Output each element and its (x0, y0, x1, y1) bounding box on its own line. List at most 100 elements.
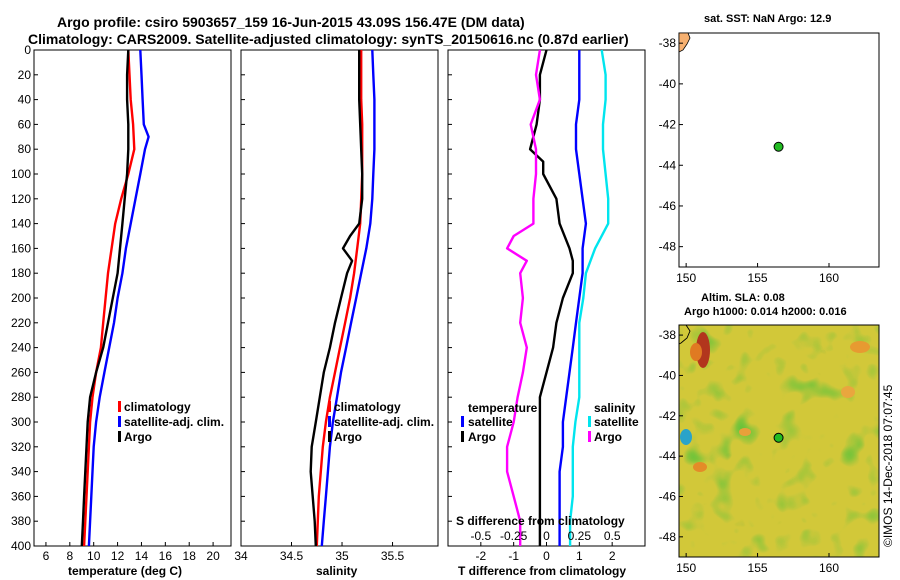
y-tick-label: 240 (11, 341, 31, 355)
legend-label-s-argo: Argo (594, 430, 622, 444)
salinity-panel: 34 34.5 35 35.5 salinity climatology satell… (234, 49, 439, 578)
map-y-tick-label: -46 (659, 199, 677, 213)
x-tick-label: 14 (135, 549, 149, 563)
y-tick-label: 160 (11, 241, 31, 255)
sla-map-frame (678, 324, 880, 558)
y-tick-label: 280 (11, 390, 31, 404)
y-tick-label: 120 (11, 192, 31, 206)
y-tick-label: 380 (11, 514, 31, 528)
y-tick-label: 320 (11, 440, 31, 454)
legend-title-salinity: salinity (594, 401, 636, 415)
map-y-tick-label: -46 (659, 489, 677, 503)
map-y-tick-label: -48 (659, 240, 677, 254)
map-y-tick-label: -40 (659, 77, 677, 91)
x-tick-label: 34 (234, 549, 248, 563)
legend-label-s-satellite: satellite (594, 415, 639, 429)
x-tick-label: 0 (543, 549, 550, 563)
legend-label-t-satellite: satellite (468, 415, 513, 429)
y-tick-label: 0 (24, 43, 31, 57)
x-tick-label: 8 (66, 549, 73, 563)
x-tick-label: 1 (576, 549, 583, 563)
legend-label-satellite: satellite-adj. clim. (334, 415, 434, 429)
legend-label-argo: Argo (124, 430, 152, 444)
sst-map-panel: sat. SST: NaN Argo: 12.9 150 155 160 -38 -40… (659, 13, 880, 285)
sla-map-title: Altim. SLA: 0.08 (701, 292, 785, 304)
x-tick-label: 35 (335, 549, 349, 563)
y-tick-label: 60 (18, 117, 32, 131)
y-tick-label: 80 (18, 142, 32, 156)
map-y-tick-label: -42 (659, 409, 677, 423)
figure-title-line1: Argo profile: csiro 5903657_159 16-Jun-2… (57, 14, 525, 30)
s-tick-label: 0 (543, 529, 550, 543)
salinity-frame (240, 49, 439, 547)
map-y-tick-label: -38 (659, 36, 677, 50)
coastline (678, 324, 691, 345)
argo-float-marker (773, 141, 784, 152)
argo-float-marker (773, 432, 784, 443)
sla-high-anomaly (739, 428, 751, 436)
map-x-tick-label: 155 (748, 271, 768, 285)
difference-legend: temperature satellite Argo salinity sate… (461, 401, 639, 444)
map-x-tick-label: 150 (676, 271, 696, 285)
map-x-tick-label: 155 (748, 561, 768, 575)
t-argo-diff-line (528, 49, 574, 546)
t-satellite-diff-line (558, 50, 588, 546)
legend-label-climatology: climatology (334, 400, 401, 414)
figure-title-line2: Climatology: CARS2009. Satellite-adjuste… (28, 31, 629, 47)
x-tick-label: 18 (183, 549, 197, 563)
y-tick-label: 40 (18, 93, 32, 107)
climatology-line (315, 50, 364, 547)
x-tick-label: 6 (43, 549, 50, 563)
legend-swatch-argo (328, 431, 331, 442)
y-tick-label: 340 (11, 465, 31, 479)
s-difference-label: S difference from climatology (456, 514, 625, 528)
x-tick-label: 12 (111, 549, 125, 563)
x-tick-label: -2 (475, 549, 486, 563)
legend-swatch-t-satellite (461, 416, 464, 427)
legend-swatch-argo (118, 431, 121, 442)
x-tick-label: 16 (159, 549, 173, 563)
y-tick-label: 100 (11, 167, 31, 181)
y-tick-label: 180 (11, 266, 31, 280)
salinity-legend: climatology satellite-adj. clim. Argo (328, 400, 434, 444)
legend-swatch-satellite (118, 416, 121, 427)
legend-label-satellite: satellite-adj. clim. (124, 415, 224, 429)
legend-title-temperature: temperature (468, 401, 538, 415)
map-y-tick-label: -44 (659, 158, 677, 172)
argo-line (309, 50, 364, 547)
temperature-legend: climatology satellite-adj. clim. Argo (118, 400, 224, 444)
map-x-tick-label: 150 (676, 561, 696, 575)
legend-label-climatology: climatology (124, 400, 191, 414)
legend-swatch-s-argo (588, 431, 591, 442)
imos-timestamp: ©IMOS 14-Dec-2018 07:07:45 (881, 384, 895, 547)
satellite-adj-clim-line (320, 49, 376, 547)
y-tick-label: 220 (11, 316, 31, 330)
s-argo-diff-line (505, 49, 542, 546)
x-tick-label: 10 (87, 549, 101, 563)
sla-high-anomaly (690, 343, 702, 361)
climatology-line (82, 49, 136, 547)
y-tick-label: 300 (11, 415, 31, 429)
map-y-tick-label: -48 (659, 530, 677, 544)
temperature-panel: 0 20 40 60 80 100 120 140 160 180 200 220 240 260 280 3… (11, 43, 232, 578)
difference-frame (447, 49, 646, 547)
map-y-tick-label: -44 (659, 449, 677, 463)
x-tick-label: 20 (206, 549, 220, 563)
sla-high-anomaly (841, 386, 855, 398)
sla-low-anomaly (680, 429, 692, 445)
coastline-patch (678, 32, 691, 53)
y-tick-label: 260 (11, 365, 31, 379)
legend-swatch-climatology (118, 401, 121, 412)
temperature-xlabel: temperature (deg C) (68, 564, 182, 578)
legend-swatch-s-satellite (588, 416, 591, 427)
s-tick-label: 0.25 (568, 529, 592, 543)
sla-map-panel: Altim. SLA: 0.08 Argo h1000: 0.014 h2000… (659, 292, 880, 575)
legend-label-t-argo: Argo (468, 430, 496, 444)
legend-swatch-satellite (328, 416, 331, 427)
s-tick-label: 0.5 (604, 529, 621, 543)
map-y-tick-label: -42 (659, 118, 677, 132)
y-tick-label: 200 (11, 291, 31, 305)
y-tick-label: 140 (11, 217, 31, 231)
s-satellite-diff-line (568, 49, 610, 546)
legend-swatch-t-argo (461, 431, 464, 442)
